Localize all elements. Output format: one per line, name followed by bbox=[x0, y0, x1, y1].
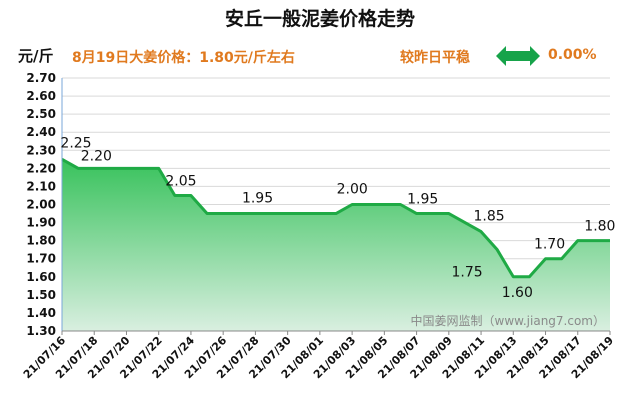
data-label: 2.05 bbox=[165, 173, 196, 189]
double-arrow-shape bbox=[496, 46, 540, 66]
price-note: 8月19日大姜价格：1.80元/斤左右 bbox=[72, 50, 295, 66]
data-label: 1.95 bbox=[242, 191, 273, 207]
y-tick-label: 1.80 bbox=[26, 234, 56, 248]
y-tick-label: 1.40 bbox=[26, 306, 56, 320]
y-tick-label: 1.50 bbox=[26, 288, 56, 302]
compare-label: 较昨日平稳 bbox=[400, 50, 470, 66]
data-label: 1.80 bbox=[584, 219, 615, 235]
y-tick-label: 1.30 bbox=[26, 324, 56, 338]
y-tick-label: 1.60 bbox=[26, 270, 56, 284]
data-label: 1.75 bbox=[451, 265, 482, 281]
data-label: 1.95 bbox=[407, 192, 438, 208]
price-line bbox=[61, 158, 610, 279]
y-tick-label: 2.70 bbox=[26, 71, 56, 85]
data-label: 1.60 bbox=[502, 285, 533, 301]
y-tick-label: 2.40 bbox=[26, 125, 56, 139]
y-tick-label: 2.30 bbox=[26, 143, 56, 157]
x-tick-labels: 21/07/1621/07/1821/07/2021/07/2221/07/24… bbox=[21, 334, 616, 382]
y-tick-label: 2.00 bbox=[26, 198, 56, 212]
y-tick-label: 2.60 bbox=[26, 89, 56, 103]
y-tick-label: 2.20 bbox=[26, 161, 56, 175]
y-unit-label: 元/斤 bbox=[18, 47, 54, 65]
chart-title: 安丘一般泥姜价格走势 bbox=[224, 8, 415, 30]
watermark: 中国姜网监制（www.jiang7.com） bbox=[411, 313, 605, 328]
data-label: 2.20 bbox=[81, 148, 112, 164]
price-area bbox=[62, 159, 610, 331]
y-tick-label: 2.10 bbox=[26, 179, 56, 193]
data-label: 1.70 bbox=[534, 237, 565, 253]
change-percent: 0.00% bbox=[548, 47, 597, 63]
y-tick-label: 1.90 bbox=[26, 216, 56, 230]
data-label: 2.25 bbox=[60, 135, 91, 151]
data-label: 2.00 bbox=[337, 182, 368, 198]
data-label: 1.85 bbox=[473, 209, 504, 225]
y-tick-label: 2.50 bbox=[26, 107, 56, 121]
data-labels: 2.252.20 2.05 1.95 2.00 1.95 1.85 1.75 1.60 1.70… bbox=[60, 135, 615, 300]
axes bbox=[61, 78, 611, 335]
double-arrow-icon bbox=[496, 46, 540, 66]
y-tick-label: 1.70 bbox=[26, 252, 56, 266]
y-tick-labels: 1.30 1.40 1.50 1.60 1.70 1.80 1.90 2.00 2.10 2.20… bbox=[26, 71, 56, 338]
